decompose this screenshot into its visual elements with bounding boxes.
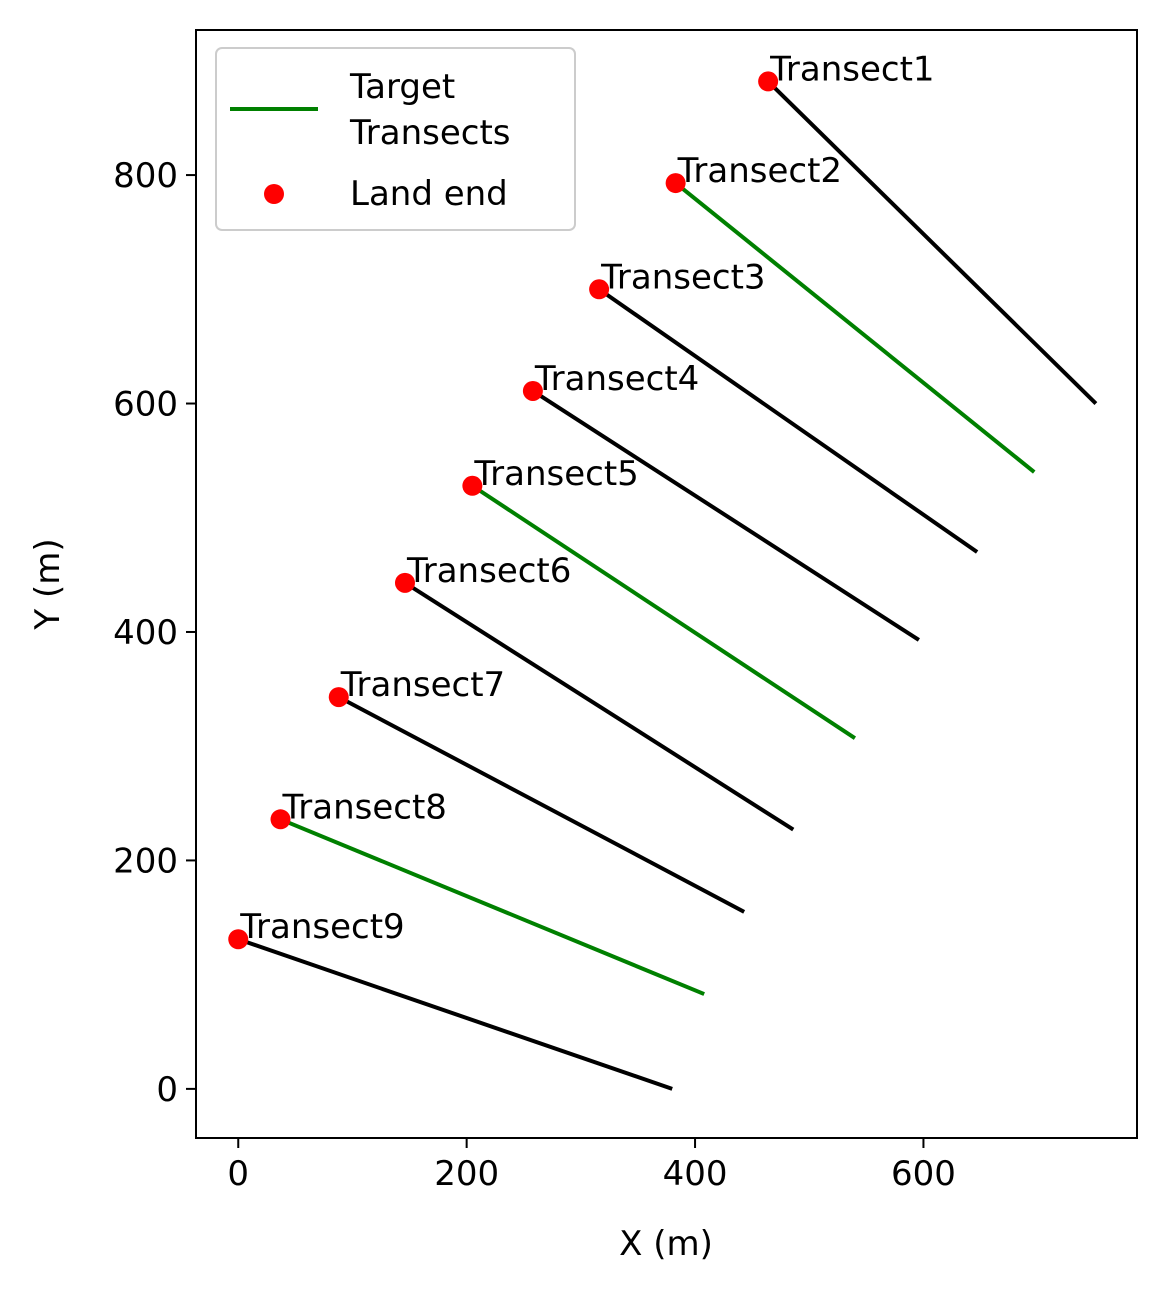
legend-land-end-marker: [264, 184, 284, 204]
transect-label-7: Transect7: [340, 665, 505, 705]
land-end-marker-6: [394, 572, 415, 593]
y-tick-label: 600: [113, 385, 178, 425]
y-tick-label: 800: [113, 156, 178, 196]
land-end-marker-9: [228, 929, 249, 950]
transect-label-3: Transect3: [600, 257, 765, 297]
transect-labels: Transect1 Transect2 Transect3 Transect4 Tran…: [239, 49, 934, 947]
land-end-marker-5: [462, 475, 483, 496]
transect-line-8: [279, 817, 705, 996]
y-axis-label: Y (m): [28, 538, 68, 630]
land-end-marker-4: [522, 380, 543, 401]
transect-label-5: Transect5: [473, 454, 638, 494]
transect-line-2: [674, 181, 1036, 474]
y-tick-label: 400: [113, 613, 178, 653]
legend-box: [215, 47, 576, 231]
land-end-marker-1: [758, 71, 779, 92]
land-end-markers: [228, 71, 779, 950]
transect-line-9: [237, 937, 673, 1091]
transect-line-1: [766, 79, 1098, 405]
legend-land-end-label: Land end: [350, 174, 508, 214]
transect-line-4: [531, 389, 920, 642]
transect-label-1: Transect1: [769, 49, 934, 89]
legend-target-label-line2: Transects: [349, 113, 511, 153]
y-axis-ticks: 0 200 400 600 800: [113, 156, 196, 1110]
x-tick-label: 0: [227, 1154, 249, 1194]
land-end-marker-8: [270, 809, 291, 830]
transect-line-5: [471, 484, 857, 740]
transect-label-4: Transect4: [534, 359, 699, 399]
land-end-marker-7: [328, 687, 349, 708]
transect-label-9: Transect9: [239, 907, 404, 947]
x-tick-label: 400: [663, 1154, 728, 1194]
transect-lines: [237, 79, 1098, 1091]
transect-line-7: [337, 695, 746, 914]
x-tick-label: 600: [891, 1154, 956, 1194]
y-tick-label: 0: [156, 1070, 178, 1110]
land-end-marker-2: [665, 173, 686, 194]
x-tick-label: 200: [434, 1154, 499, 1194]
land-end-marker-3: [589, 279, 610, 300]
transect-label-8: Transect8: [282, 787, 447, 827]
x-axis-ticks: 0 200 400 600: [227, 1138, 956, 1194]
x-axis-label: X (m): [619, 1224, 713, 1264]
transect-line-6: [403, 581, 795, 832]
legend: Target Transects Land end: [215, 47, 576, 231]
transect-label-6: Transect6: [406, 551, 571, 591]
transect-label-2: Transect2: [677, 151, 842, 191]
legend-target-label: Target Transects: [349, 67, 511, 153]
plot-frame: [195, 29, 1138, 1139]
legend-target-label-line1: Target: [349, 67, 455, 107]
transect-line-3: [597, 287, 979, 554]
y-tick-label: 200: [113, 841, 178, 881]
